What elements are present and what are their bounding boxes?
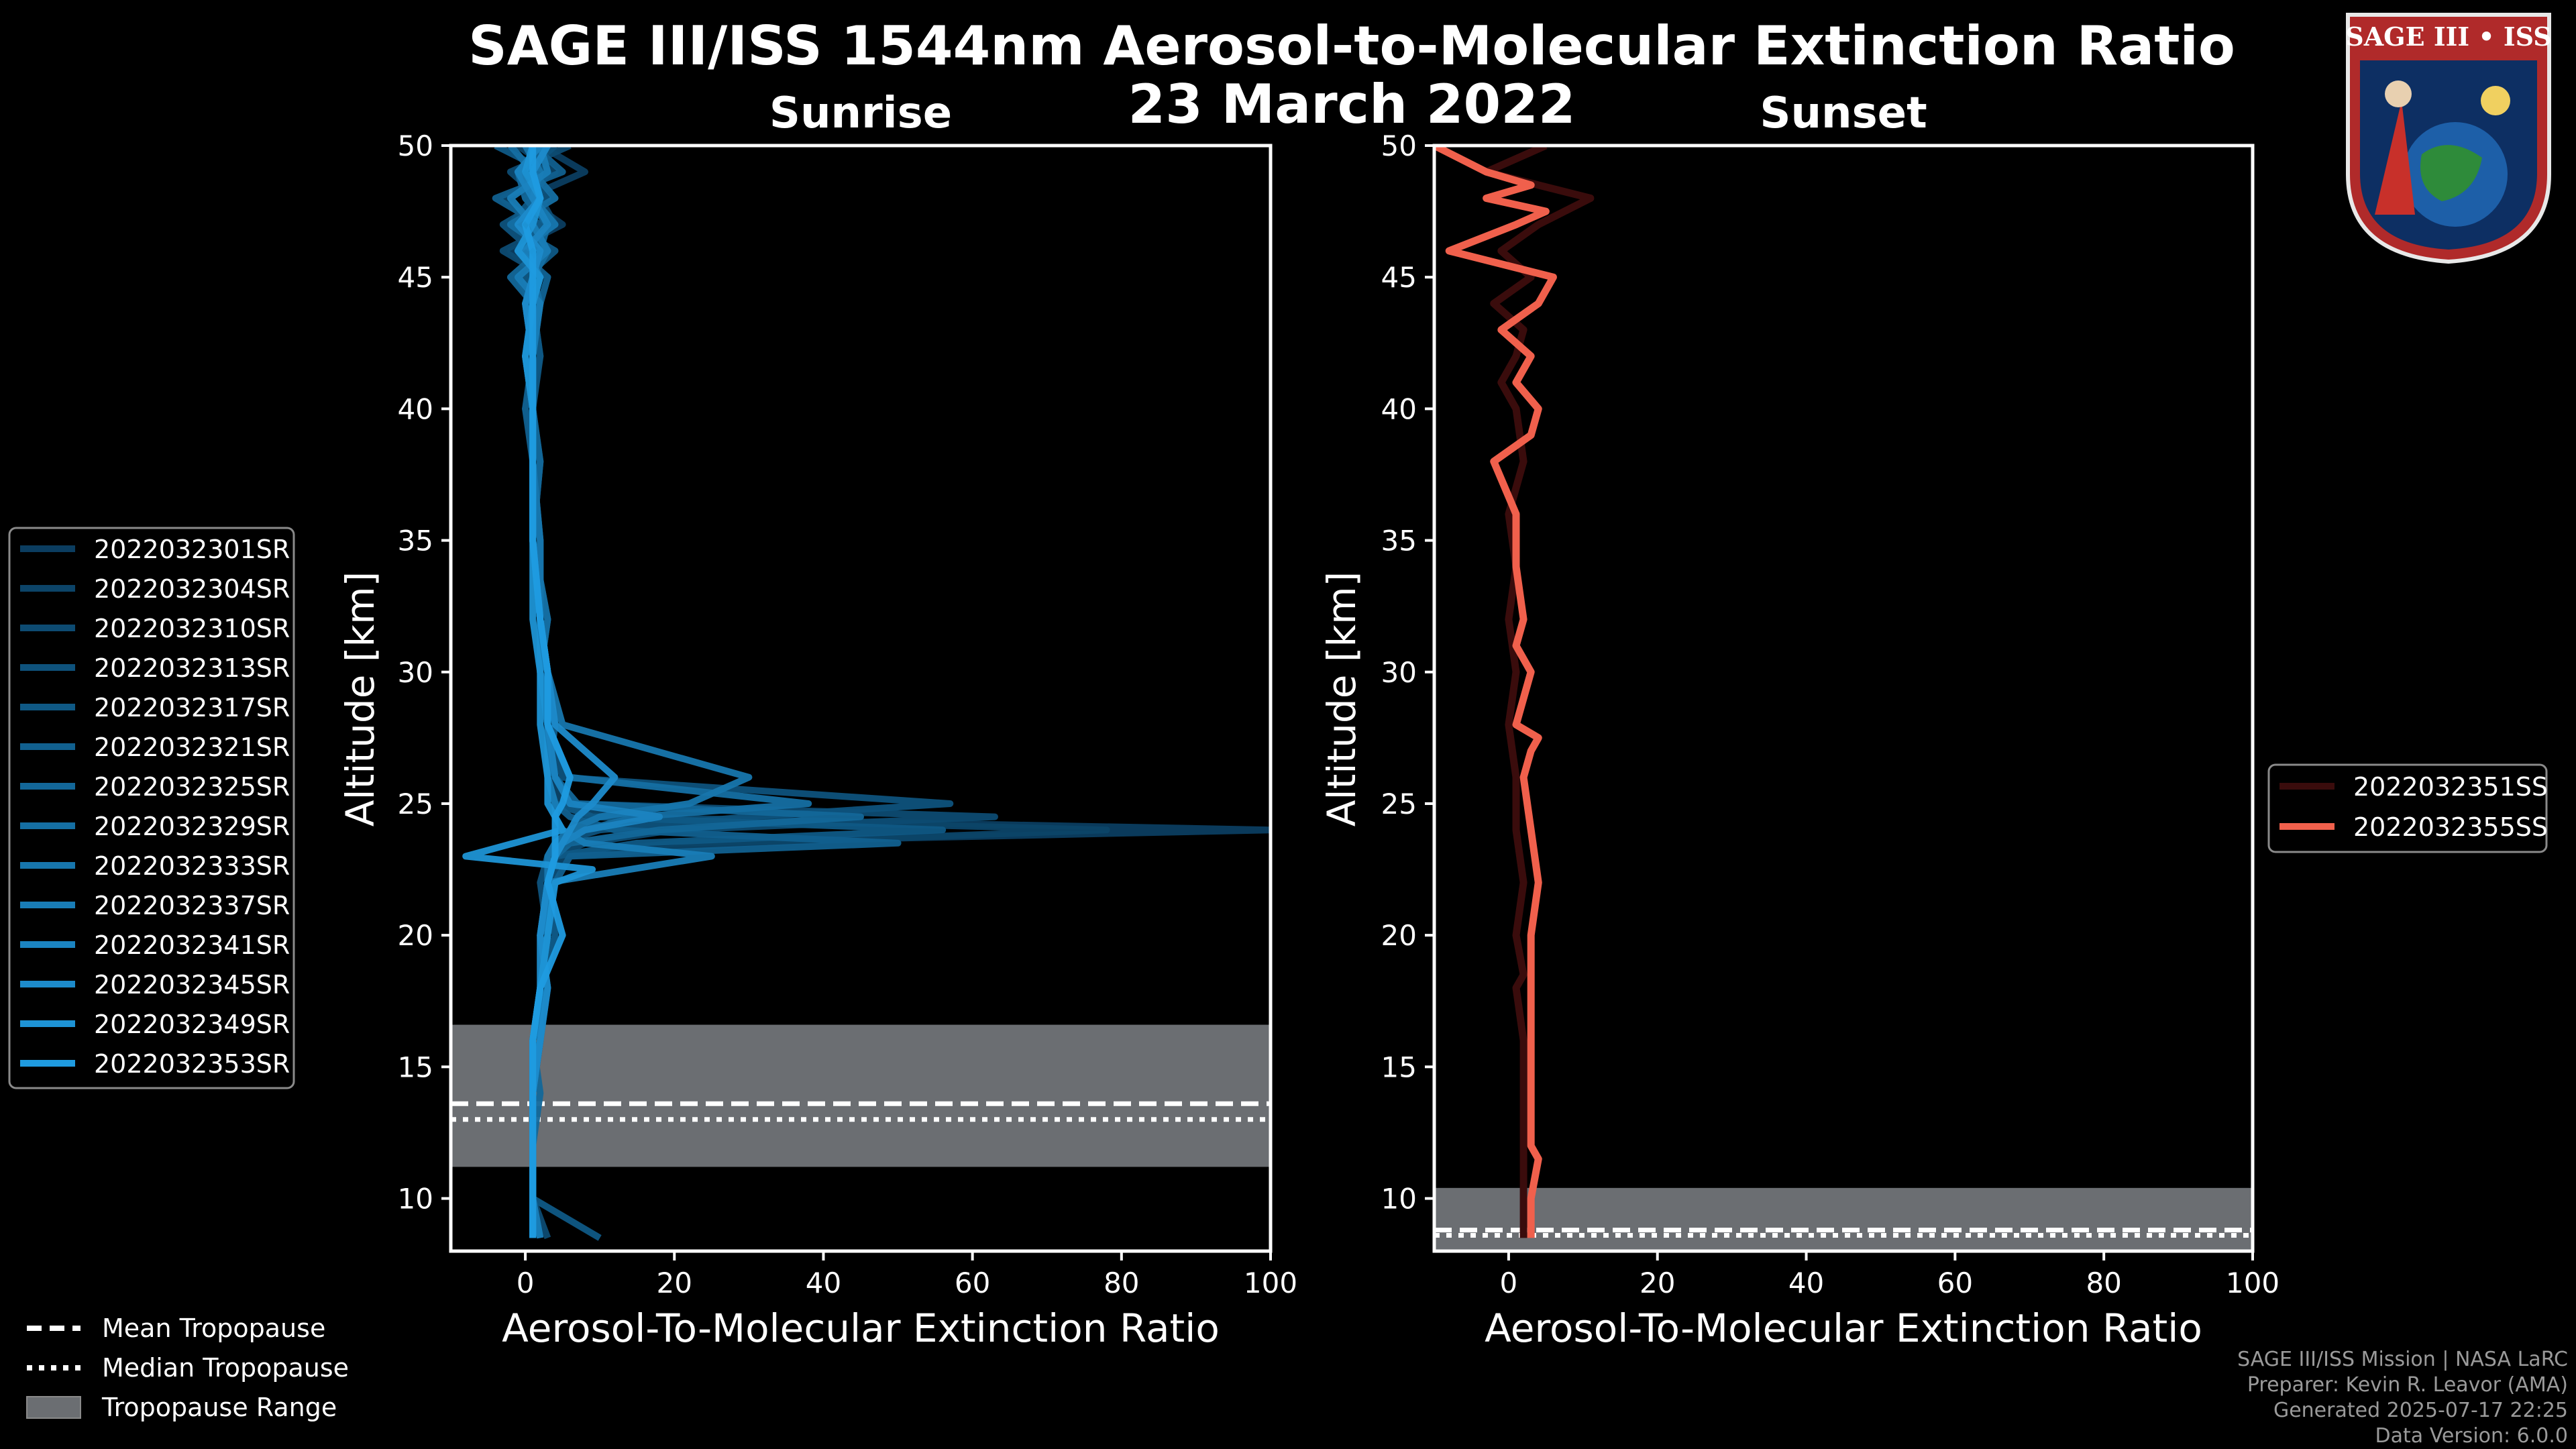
y-tick-label: 25 xyxy=(398,788,433,820)
legend-label-2022032317SR: 2022032317SR xyxy=(94,693,290,722)
y-tick-label: 20 xyxy=(1381,919,1417,952)
legend-label-2022032345SR: 2022032345SR xyxy=(94,970,290,1000)
x-tick-label: 100 xyxy=(2226,1267,2279,1299)
credits: SAGE III/ISS Mission | NASA LaRC Prepare… xyxy=(2237,1348,2568,1448)
sunrise-y-axis-label: Altitude [km] xyxy=(337,572,383,826)
x-tick-label: 60 xyxy=(955,1267,990,1299)
tropopause-range-swatch xyxy=(26,1396,81,1419)
credit-data-version: Data Version: 6.0.0 xyxy=(2375,1424,2568,1448)
y-tick-label: 20 xyxy=(398,919,433,952)
legend-label-2022032341SR: 2022032341SR xyxy=(94,930,290,960)
legend-label-2022032304SR: 2022032304SR xyxy=(94,574,290,604)
series-line-2022032345SR xyxy=(514,146,619,1238)
series-line-2022032353SR xyxy=(522,146,574,1238)
x-tick-label: 0 xyxy=(517,1267,535,1299)
y-tick-label: 45 xyxy=(1381,261,1417,294)
legend-label-2022032355SS: 2022032355SS xyxy=(2353,812,2548,842)
legend-label-2022032329SR: 2022032329SR xyxy=(94,812,290,841)
legend-label-2022032353SR: 2022032353SR xyxy=(94,1049,290,1079)
y-tick-label: 35 xyxy=(1381,525,1417,557)
tropopause-range-label: Tropopause Range xyxy=(101,1393,337,1422)
chart-date: 23 March 2022 xyxy=(1128,73,1575,136)
y-tick-label: 15 xyxy=(1381,1051,1417,1083)
y-tick-label: 10 xyxy=(398,1183,433,1216)
series-line-2022032355SS xyxy=(1434,146,1557,1238)
mean-tropopause-label: Mean Tropopause xyxy=(102,1313,325,1343)
legend-label-2022032325SR: 2022032325SR xyxy=(94,772,290,802)
y-tick-label: 50 xyxy=(398,129,433,162)
y-tick-label: 25 xyxy=(1381,788,1417,820)
y-tick-label: 30 xyxy=(1381,656,1417,689)
sunset-x-axis-label: Aerosol-To-Molecular Extinction Ratio xyxy=(1485,1305,2202,1351)
legend-label-2022032301SR: 2022032301SR xyxy=(94,535,290,564)
x-tick-label: 60 xyxy=(1937,1267,1973,1299)
x-tick-label: 80 xyxy=(1104,1267,1139,1299)
x-tick-label: 20 xyxy=(657,1267,692,1299)
y-tick-label: 35 xyxy=(398,525,433,557)
y-tick-label: 45 xyxy=(398,261,433,294)
sunset-plot: 0 20 40 60 80 100 10 15 20 25 30 35 40 45 50 xyxy=(1381,129,2280,1299)
sunrise-x-axis-label: Aerosol-To-Molecular Extinction Ratio xyxy=(502,1305,1220,1351)
legend-label-2022032337SR: 2022032337SR xyxy=(94,891,290,920)
y-tick-label: 10 xyxy=(1381,1183,1417,1216)
plot-frame xyxy=(449,144,1273,1253)
mission-patch-icon: SAGE III • ISS xyxy=(2345,13,2552,264)
y-tick-label: 40 xyxy=(398,392,433,425)
x-tick-label: 40 xyxy=(806,1267,841,1299)
y-tick-label: 40 xyxy=(1381,392,1417,425)
x-tick-label: 0 xyxy=(1500,1267,1518,1299)
sunrise-plot: 0 20 40 60 80 100 10 15 20 25 30 35 40 45 50 xyxy=(398,129,1298,1299)
y-tick-label: 50 xyxy=(1381,129,1417,162)
x-tick-label: 20 xyxy=(1640,1267,1675,1299)
legend-label-2022032349SR: 2022032349SR xyxy=(94,1010,290,1039)
credit-generated: Generated 2025-07-17 22:25 xyxy=(2273,1399,2568,1422)
plot-frame xyxy=(1432,144,2255,1253)
tropopause-range-band xyxy=(451,1024,1271,1167)
y-tick-label: 15 xyxy=(398,1051,433,1083)
sunset-panel-title: Sunset xyxy=(1760,89,1927,138)
sunset-legend: 2022032351SS 2022032355SS xyxy=(2267,763,2548,853)
chart-title: SAGE III/ISS 1544nm Aerosol-to-Molecular… xyxy=(468,15,2235,77)
median-tropopause-label: Median Tropopause xyxy=(102,1353,349,1383)
sunset-y-axis-label: Altitude [km] xyxy=(1319,572,1364,826)
tropopause-legend: Mean Tropopause Median Tropopause Tropop… xyxy=(26,1313,349,1422)
sunrise-legend: 2022032301SR 2022032304SR 2022032310SR 2022… xyxy=(8,527,295,1089)
legend-label-2022032351SS: 2022032351SS xyxy=(2353,772,2548,802)
sunrise-panel-title: Sunrise xyxy=(769,89,952,138)
legend-label-2022032313SR: 2022032313SR xyxy=(94,653,290,683)
y-tick-label: 30 xyxy=(398,656,433,689)
x-tick-label: 40 xyxy=(1788,1267,1824,1299)
legend-label-2022032310SR: 2022032310SR xyxy=(94,614,290,643)
tropopause-range-band xyxy=(1434,1187,2253,1251)
x-tick-label: 100 xyxy=(1244,1267,1297,1299)
legend-label-2022032321SR: 2022032321SR xyxy=(94,733,290,762)
logo-text: SAGE III • ISS xyxy=(2345,21,2551,52)
legend-label-2022032333SR: 2022032333SR xyxy=(94,851,290,881)
credit-preparer: Preparer: Kevin R. Leavor (AMA) xyxy=(2247,1373,2568,1397)
x-tick-label: 80 xyxy=(2086,1267,2121,1299)
credit-mission: SAGE III/ISS Mission | NASA LaRC xyxy=(2237,1348,2568,1371)
